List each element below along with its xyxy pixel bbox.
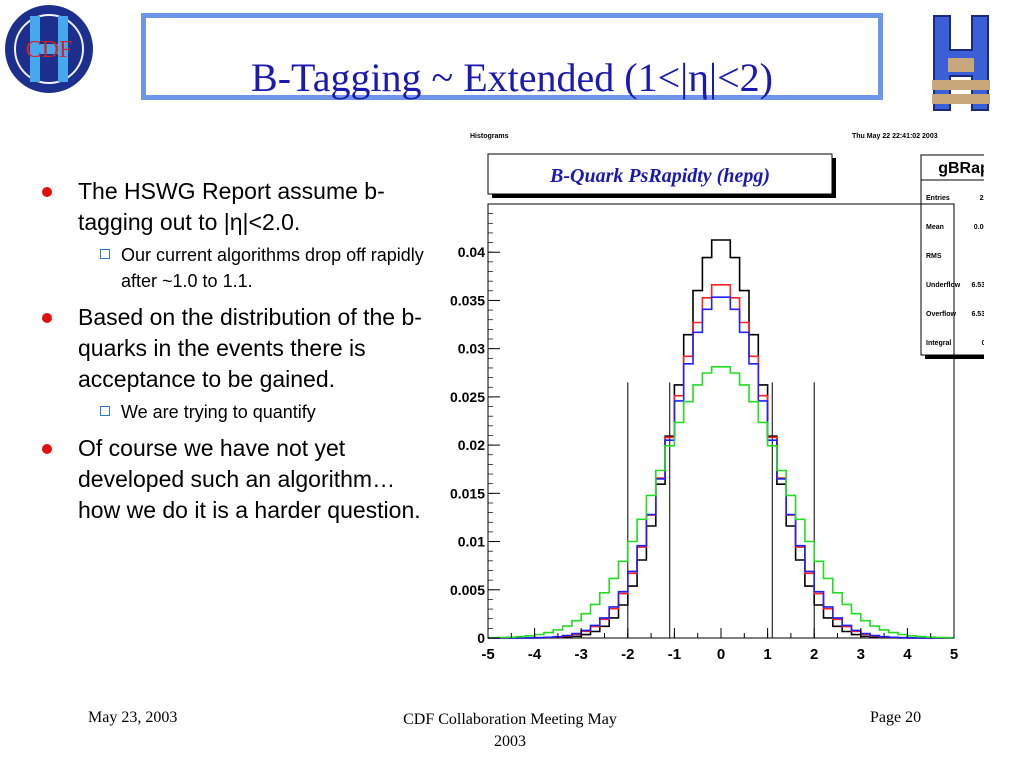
stats-label: Entries [926, 195, 950, 202]
square-bullet-icon [100, 249, 110, 259]
x-tick-label: -5 [481, 646, 494, 663]
x-tick-label: 2 [810, 646, 818, 663]
cdf-logo-text: CDF [26, 37, 73, 63]
x-tick-label: -1 [668, 646, 681, 663]
stats-label: RMS [926, 253, 942, 260]
title-box: B-Tagging ~ Extended (1<|η|<2) [141, 13, 883, 100]
bullet-text: The HSWG Report assume b-tagging out to … [78, 178, 385, 235]
x-tick-label: 0 [717, 646, 725, 663]
stats-value: 6.533e-05 [971, 282, 984, 289]
stats-box: gBRapEntries229586Mean0.002242RMS1.035Un… [920, 154, 1008, 356]
histogram-series-line [488, 296, 954, 639]
stats-label: Mean [926, 224, 944, 231]
y-tick-label: 0.01 [458, 534, 485, 550]
square-bullet-icon [100, 406, 110, 416]
footer-page: Page 20 [870, 709, 922, 726]
chart-title: B-Quark PsRapidty (hepg) [549, 165, 770, 187]
y-tick-label: 0.03 [458, 341, 485, 357]
y-tick-label: 0.035 [450, 292, 485, 308]
stats-name: gBRap [938, 160, 984, 177]
stats-value: 6.533e-05 [971, 311, 984, 318]
stats-label: Overflow [926, 311, 957, 318]
stats-value: 0.002242 [974, 224, 984, 231]
bullet-item: The HSWG Report assume b-tagging out to … [40, 176, 425, 238]
x-tick-label: -2 [621, 646, 634, 663]
histogram-series-line [488, 239, 954, 639]
y-tick-label: 0.04 [458, 244, 485, 260]
stats-label: Integral [926, 340, 951, 347]
stats-value: 229586 [980, 195, 984, 202]
sub-bullet-item: Our current algorithms drop off rapidly … [100, 242, 425, 294]
plot-frame [487, 203, 955, 639]
bullet-dot-icon [42, 313, 52, 323]
cdf-logo: CDF [2, 2, 96, 96]
histogram-series-line [488, 366, 954, 639]
footer-date: May 23, 2003 [88, 709, 178, 726]
stats-value: 0.9999 [982, 340, 984, 347]
histogram-series-line [488, 284, 954, 639]
histogram-chart: Histograms Thu May 22 22:41:02 2003 B-Qu… [424, 128, 1011, 668]
x-tick-label: 1 [763, 646, 771, 663]
bullet-dot-icon [42, 187, 52, 197]
bullet-text: Of course we have not yet developed such… [78, 435, 421, 523]
bullet-text: Based on the distribution of the b-quark… [78, 304, 422, 392]
slide-title: B-Tagging ~ Extended (1<|η|<2) [251, 55, 773, 100]
fermilab-h-logo [926, 10, 996, 114]
x-tick-label: -3 [575, 646, 588, 663]
sub-bullet-text: We are trying to quantify [121, 402, 316, 422]
y-tick-label: 0.025 [450, 389, 485, 405]
x-tick-label: 4 [903, 646, 912, 663]
bullet-dot-icon [42, 444, 52, 454]
footer-meeting-line2: 2003 [494, 733, 526, 750]
footer-meeting-line1: CDF Collaboration Meeting May [403, 711, 617, 728]
y-tick-label: 0.015 [450, 485, 485, 501]
stats-label: Underflow [926, 282, 961, 289]
chart-header-left: Histograms [470, 133, 509, 140]
y-tick-label: 0.005 [450, 582, 485, 598]
bullet-item: Of course we have not yet developed such… [40, 433, 425, 526]
bullet-list: The HSWG Report assume b-tagging out to … [40, 176, 425, 530]
y-tick-label: 0.02 [458, 437, 485, 453]
sub-bullet-item: We are trying to quantify [100, 399, 425, 425]
bullet-item: Based on the distribution of the b-quark… [40, 302, 425, 395]
x-tick-label: -4 [528, 646, 542, 663]
x-tick-label: 3 [857, 646, 865, 663]
sub-bullet-text: Our current algorithms drop off rapidly … [121, 245, 424, 291]
x-tick-label: 5 [950, 646, 958, 663]
footer-meeting: CDF Collaboration Meeting May 2003 [360, 709, 660, 753]
chart-header-right: Thu May 22 22:41:02 2003 [852, 133, 938, 140]
plot-area: -5 -4 -3 -2 -1 0 1 2 3 4 5 0 0.005 0.01 0.015 0.02 0.025… [450, 203, 958, 663]
y-tick-label: 0 [477, 630, 485, 646]
